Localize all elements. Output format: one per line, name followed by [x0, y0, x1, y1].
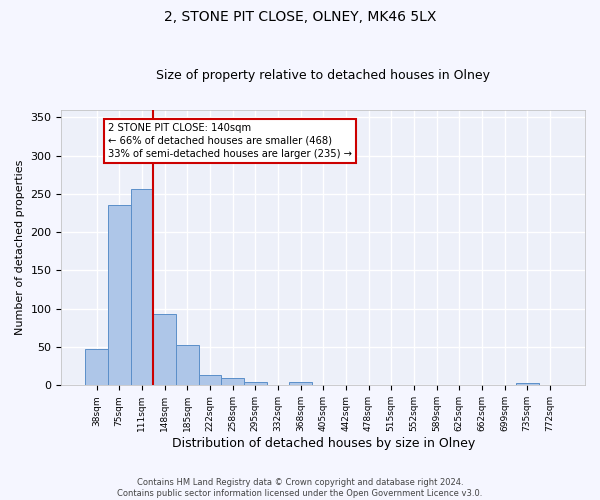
Bar	[516, 383, 539, 386]
Text: Contains HM Land Registry data © Crown copyright and database right 2024.
Contai: Contains HM Land Registry data © Crown c…	[118, 478, 482, 498]
Bar	[199, 376, 221, 386]
X-axis label: Distribution of detached houses by size in Olney: Distribution of detached houses by size …	[172, 437, 475, 450]
Text: 2 STONE PIT CLOSE: 140sqm
← 66% of detached houses are smaller (468)
33% of semi: 2 STONE PIT CLOSE: 140sqm ← 66% of detac…	[108, 122, 352, 159]
Bar	[176, 344, 199, 386]
Bar	[244, 382, 266, 386]
Text: 2, STONE PIT CLOSE, OLNEY, MK46 5LX: 2, STONE PIT CLOSE, OLNEY, MK46 5LX	[164, 10, 436, 24]
Bar	[85, 348, 108, 386]
Bar	[153, 314, 176, 386]
Bar	[108, 206, 131, 386]
Bar	[289, 382, 312, 386]
Y-axis label: Number of detached properties: Number of detached properties	[15, 160, 25, 335]
Bar	[221, 378, 244, 386]
Title: Size of property relative to detached houses in Olney: Size of property relative to detached ho…	[156, 69, 490, 82]
Bar	[131, 189, 153, 386]
